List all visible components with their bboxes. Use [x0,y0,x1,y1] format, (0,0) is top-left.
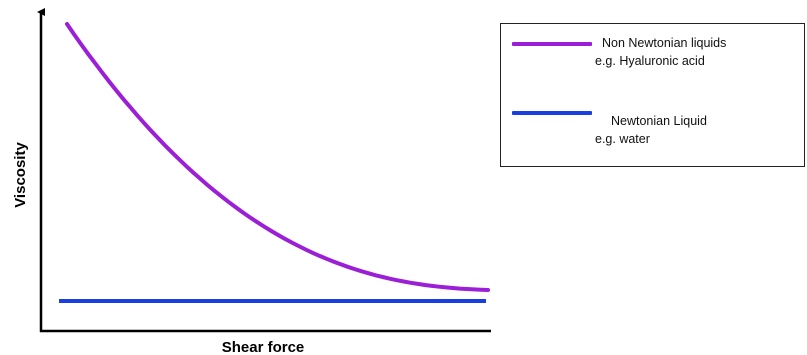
x-axis-label: Shear force [222,339,305,355]
legend-example-non-newtonian: e.g. Hyaluronic acid [595,54,705,68]
legend-swatch-newtonian [512,111,592,115]
legend-example-newtonian: e.g. water [595,132,650,146]
y-axis-label: Viscosity [12,142,29,208]
legend-swatch-non-newtonian [512,42,592,46]
legend: Non Newtonian liquids e.g. Hyaluronic ac… [500,23,805,167]
non-newtonian-curve [65,22,490,292]
legend-label-non-newtonian: Non Newtonian liquids [602,36,727,50]
legend-label-newtonian: Newtonian Liquid [611,114,707,128]
